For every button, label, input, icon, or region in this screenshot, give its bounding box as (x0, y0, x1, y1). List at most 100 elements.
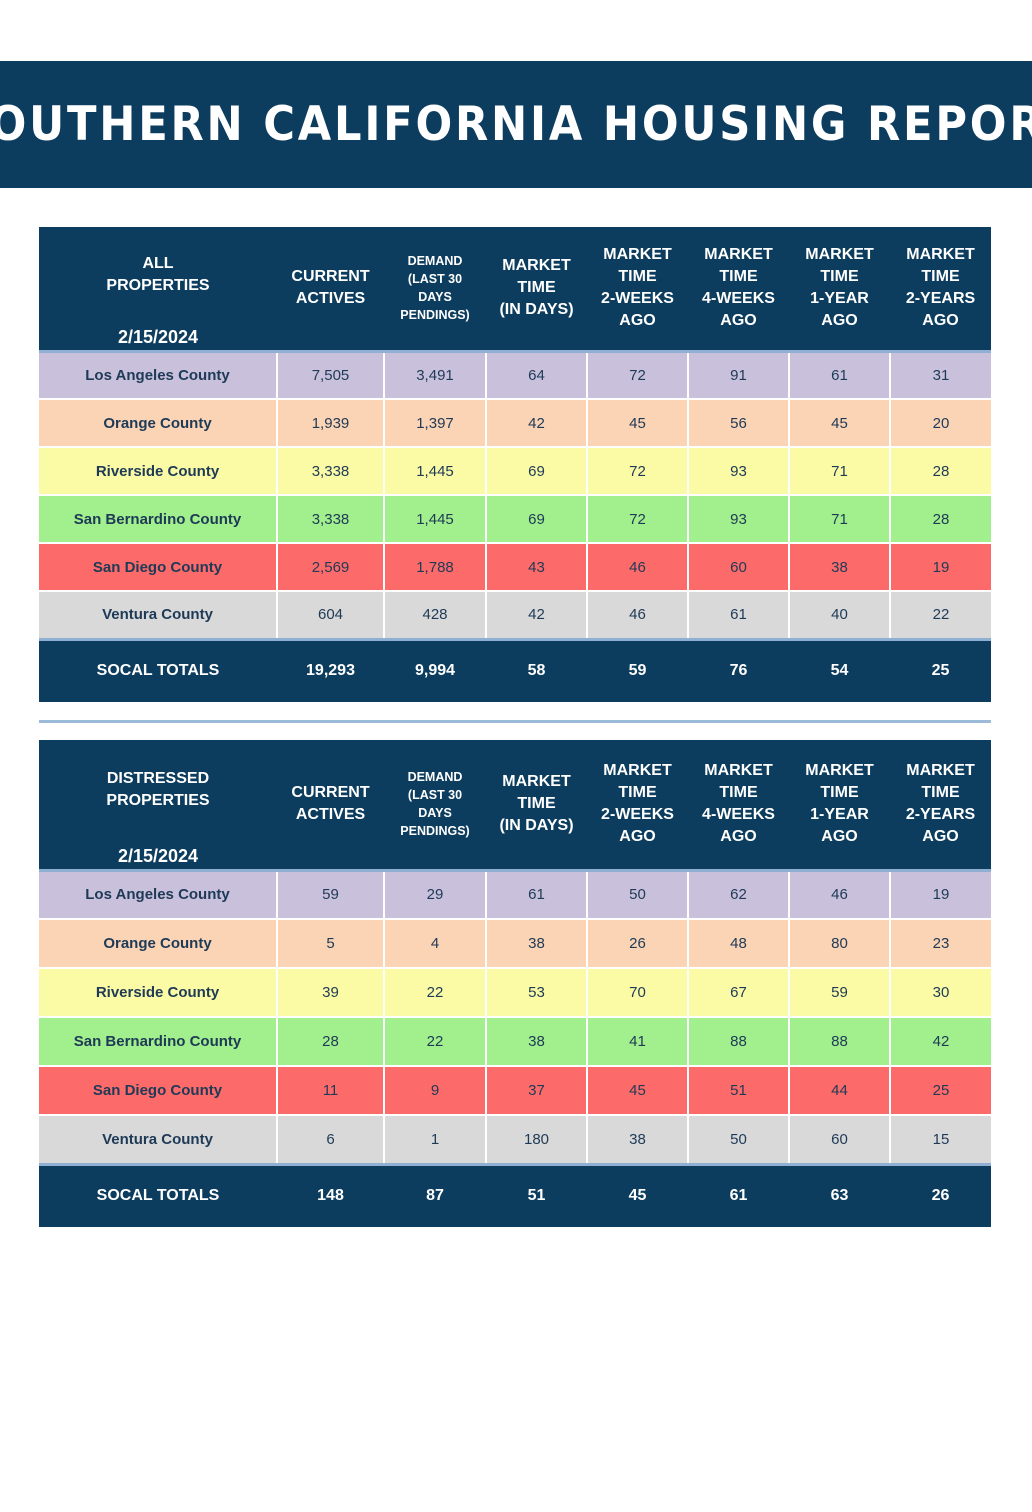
totals-cell: 61 (688, 1162, 789, 1227)
column-header-line: MARKET (502, 257, 571, 275)
column-header-line: AGO (619, 828, 656, 846)
column-header-line: AGO (922, 828, 959, 846)
report-title: SOUTHERN CALIFORNIA HOUSING REPORT (0, 97, 1032, 152)
county-row-ventura-county: Ventura County 604 428 42 46 61 40 22 (39, 591, 991, 640)
table-cell: 91 (688, 351, 790, 400)
table-cell: 88 (789, 1017, 891, 1067)
column-header-line: (LAST 30 (407, 788, 463, 803)
table-cell: 7,505 (277, 351, 385, 400)
table-cell: 604 (277, 591, 385, 640)
table-cell: 43 (486, 543, 588, 592)
table-cell: 31 (890, 351, 991, 400)
county-row-los-angeles-county: Los Angeles County 59 29 61 50 62 46 19 (39, 870, 991, 920)
county-row-san-diego-county: San Diego County 2,569 1,788 43 46 60 38 19 (39, 543, 991, 592)
table-cell: 22 (384, 968, 487, 1018)
table-cell: 88 (688, 1017, 790, 1067)
totals-cell: 63 (789, 1162, 890, 1227)
county-row-riverside-county: Riverside County 39 22 53 70 67 59 30 (39, 968, 991, 1018)
column-header-line: (IN DAYS) (499, 817, 574, 835)
table-cell: 15 (890, 1115, 991, 1165)
table-cell: 1,939 (277, 399, 385, 448)
table-cell: 50 (688, 1115, 790, 1165)
column-header: DEMAND (LAST 30 DAYS PENDINGS) (384, 740, 486, 872)
table-cell: 61 (789, 351, 891, 400)
county-name: San Bernardino County (39, 1017, 278, 1067)
column-header-line: TIME (820, 268, 859, 286)
corner-header: ALL PROPERTIES 2/15/2024 (39, 227, 277, 353)
column-header-line: DEMAND (407, 770, 463, 785)
header-row: ALL PROPERTIES 2/15/2024 CURRENT ACTIVES DEMA… (39, 227, 991, 353)
column-header-line: ACTIVES (295, 806, 366, 824)
column-header: MARKET TIME 2-YEARS AGO (890, 227, 991, 353)
table-cell: 72 (587, 495, 689, 544)
table-cell: 1,445 (384, 495, 487, 544)
totals-cell: 58 (486, 637, 587, 702)
header-row: DISTRESSED PROPERTIES 2/15/2024 CURRENT ACTI… (39, 740, 991, 872)
column-header-line: TIME (719, 268, 758, 286)
table-cell: 61 (486, 870, 588, 920)
column-header-line: 2-YEARS (905, 806, 976, 824)
column-header: MARKET TIME 2-YEARS AGO (890, 740, 991, 872)
table-cell: 45 (789, 399, 891, 448)
column-header-line: 1-YEAR (810, 806, 869, 824)
table-cell: 48 (688, 919, 790, 969)
table-cell: 72 (587, 447, 689, 496)
column-header-line: TIME (719, 784, 758, 802)
column-header-line: TIME (517, 279, 556, 297)
table-cell: 71 (789, 495, 891, 544)
column-header-line: AGO (720, 312, 757, 330)
column-header-line: AGO (821, 828, 858, 846)
table-cell: 45 (587, 399, 689, 448)
table-cell: 1,445 (384, 447, 487, 496)
table-cell: 45 (587, 1066, 689, 1116)
county-name: San Diego County (39, 543, 278, 592)
table-cell: 1,788 (384, 543, 487, 592)
column-header-line: CURRENT (291, 784, 370, 802)
column-header-line: AGO (922, 312, 959, 330)
county-name: Riverside County (39, 968, 278, 1018)
totals-cell: 54 (789, 637, 890, 702)
column-header-line: MARKET (906, 762, 975, 780)
column-header-line: AGO (821, 312, 858, 330)
table-cell: 5 (277, 919, 385, 969)
column-header-line: MARKET (502, 773, 571, 791)
table-cell: 38 (587, 1115, 689, 1165)
column-header: MARKET TIME 1-YEAR AGO (789, 740, 890, 872)
table-cell: 50 (587, 870, 689, 920)
table-cell: 41 (587, 1017, 689, 1067)
table-cell: 42 (890, 1017, 991, 1067)
table-cell: 93 (688, 447, 790, 496)
table-cell: 67 (688, 968, 790, 1018)
column-header: MARKET TIME (IN DAYS) (486, 740, 587, 872)
table-cell: 1,397 (384, 399, 487, 448)
table-cell: 20 (890, 399, 991, 448)
totals-cell: 19,293 (277, 637, 384, 702)
totals-cell: 51 (486, 1162, 587, 1227)
column-header-line: AGO (720, 828, 757, 846)
totals-label: SOCAL TOTALS (39, 1162, 277, 1227)
table-cell: 60 (688, 543, 790, 592)
table-cell: 71 (789, 447, 891, 496)
table-cell: 59 (277, 870, 385, 920)
table-cell: 3,338 (277, 447, 385, 496)
table-cell: 19 (890, 870, 991, 920)
column-header-line: MARKET (704, 246, 773, 264)
column-header: MARKET TIME 2-WEEKS AGO (587, 227, 688, 353)
table-cell: 69 (486, 447, 588, 496)
table-label-line1: DISTRESSED (106, 770, 210, 787)
totals-label: SOCAL TOTALS (39, 637, 277, 702)
column-header-line: 4-WEEKS (702, 290, 775, 308)
column-header-line: TIME (517, 795, 556, 813)
report-date: 2/15/2024 (117, 845, 199, 866)
column-header: MARKET TIME 4-WEEKS AGO (688, 740, 789, 872)
socal-totals-row: SOCAL TOTALS 19,293 9,994 58 59 76 54 25 (39, 637, 991, 702)
table-cell: 38 (789, 543, 891, 592)
table-cell: 64 (486, 351, 588, 400)
column-header-line: DEMAND (407, 254, 463, 269)
column-header-line: 1-YEAR (810, 290, 869, 308)
county-row-san-bernardino-county: San Bernardino County 3,338 1,445 69 72 93 71 2… (39, 495, 991, 544)
table-cell: 180 (486, 1115, 588, 1165)
column-header-line: ACTIVES (295, 290, 366, 308)
table-cell: 3,338 (277, 495, 385, 544)
column-header: DEMAND (LAST 30 DAYS PENDINGS) (384, 227, 486, 353)
